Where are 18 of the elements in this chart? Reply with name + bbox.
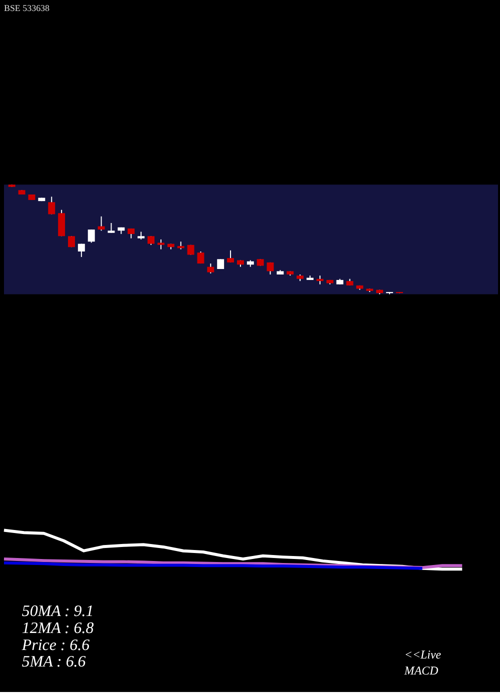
- candlestick: [266, 262, 274, 275]
- candlestick: [48, 196, 56, 215]
- text: 50MA : 9.1: [22, 602, 94, 620]
- candlestick: [98, 216, 105, 232]
- text: <<Live: [404, 648, 442, 662]
- chart-title: BSE 533638: [4, 2, 50, 13]
- text: 5MA : 6.6: [22, 654, 86, 671]
- candlestick: [88, 229, 95, 244]
- candlestick: [157, 238, 164, 250]
- candlestick: [78, 243, 85, 258]
- candlestick: [58, 209, 66, 237]
- candlestick: [227, 250, 234, 263]
- text: MACD: [403, 664, 439, 678]
- text: Price : 6.6: [20, 636, 90, 654]
- candlestick: [207, 263, 214, 274]
- candlestick: [108, 222, 115, 234]
- text: 12MA : 6.8: [22, 620, 94, 637]
- candlestick: [197, 250, 204, 264]
